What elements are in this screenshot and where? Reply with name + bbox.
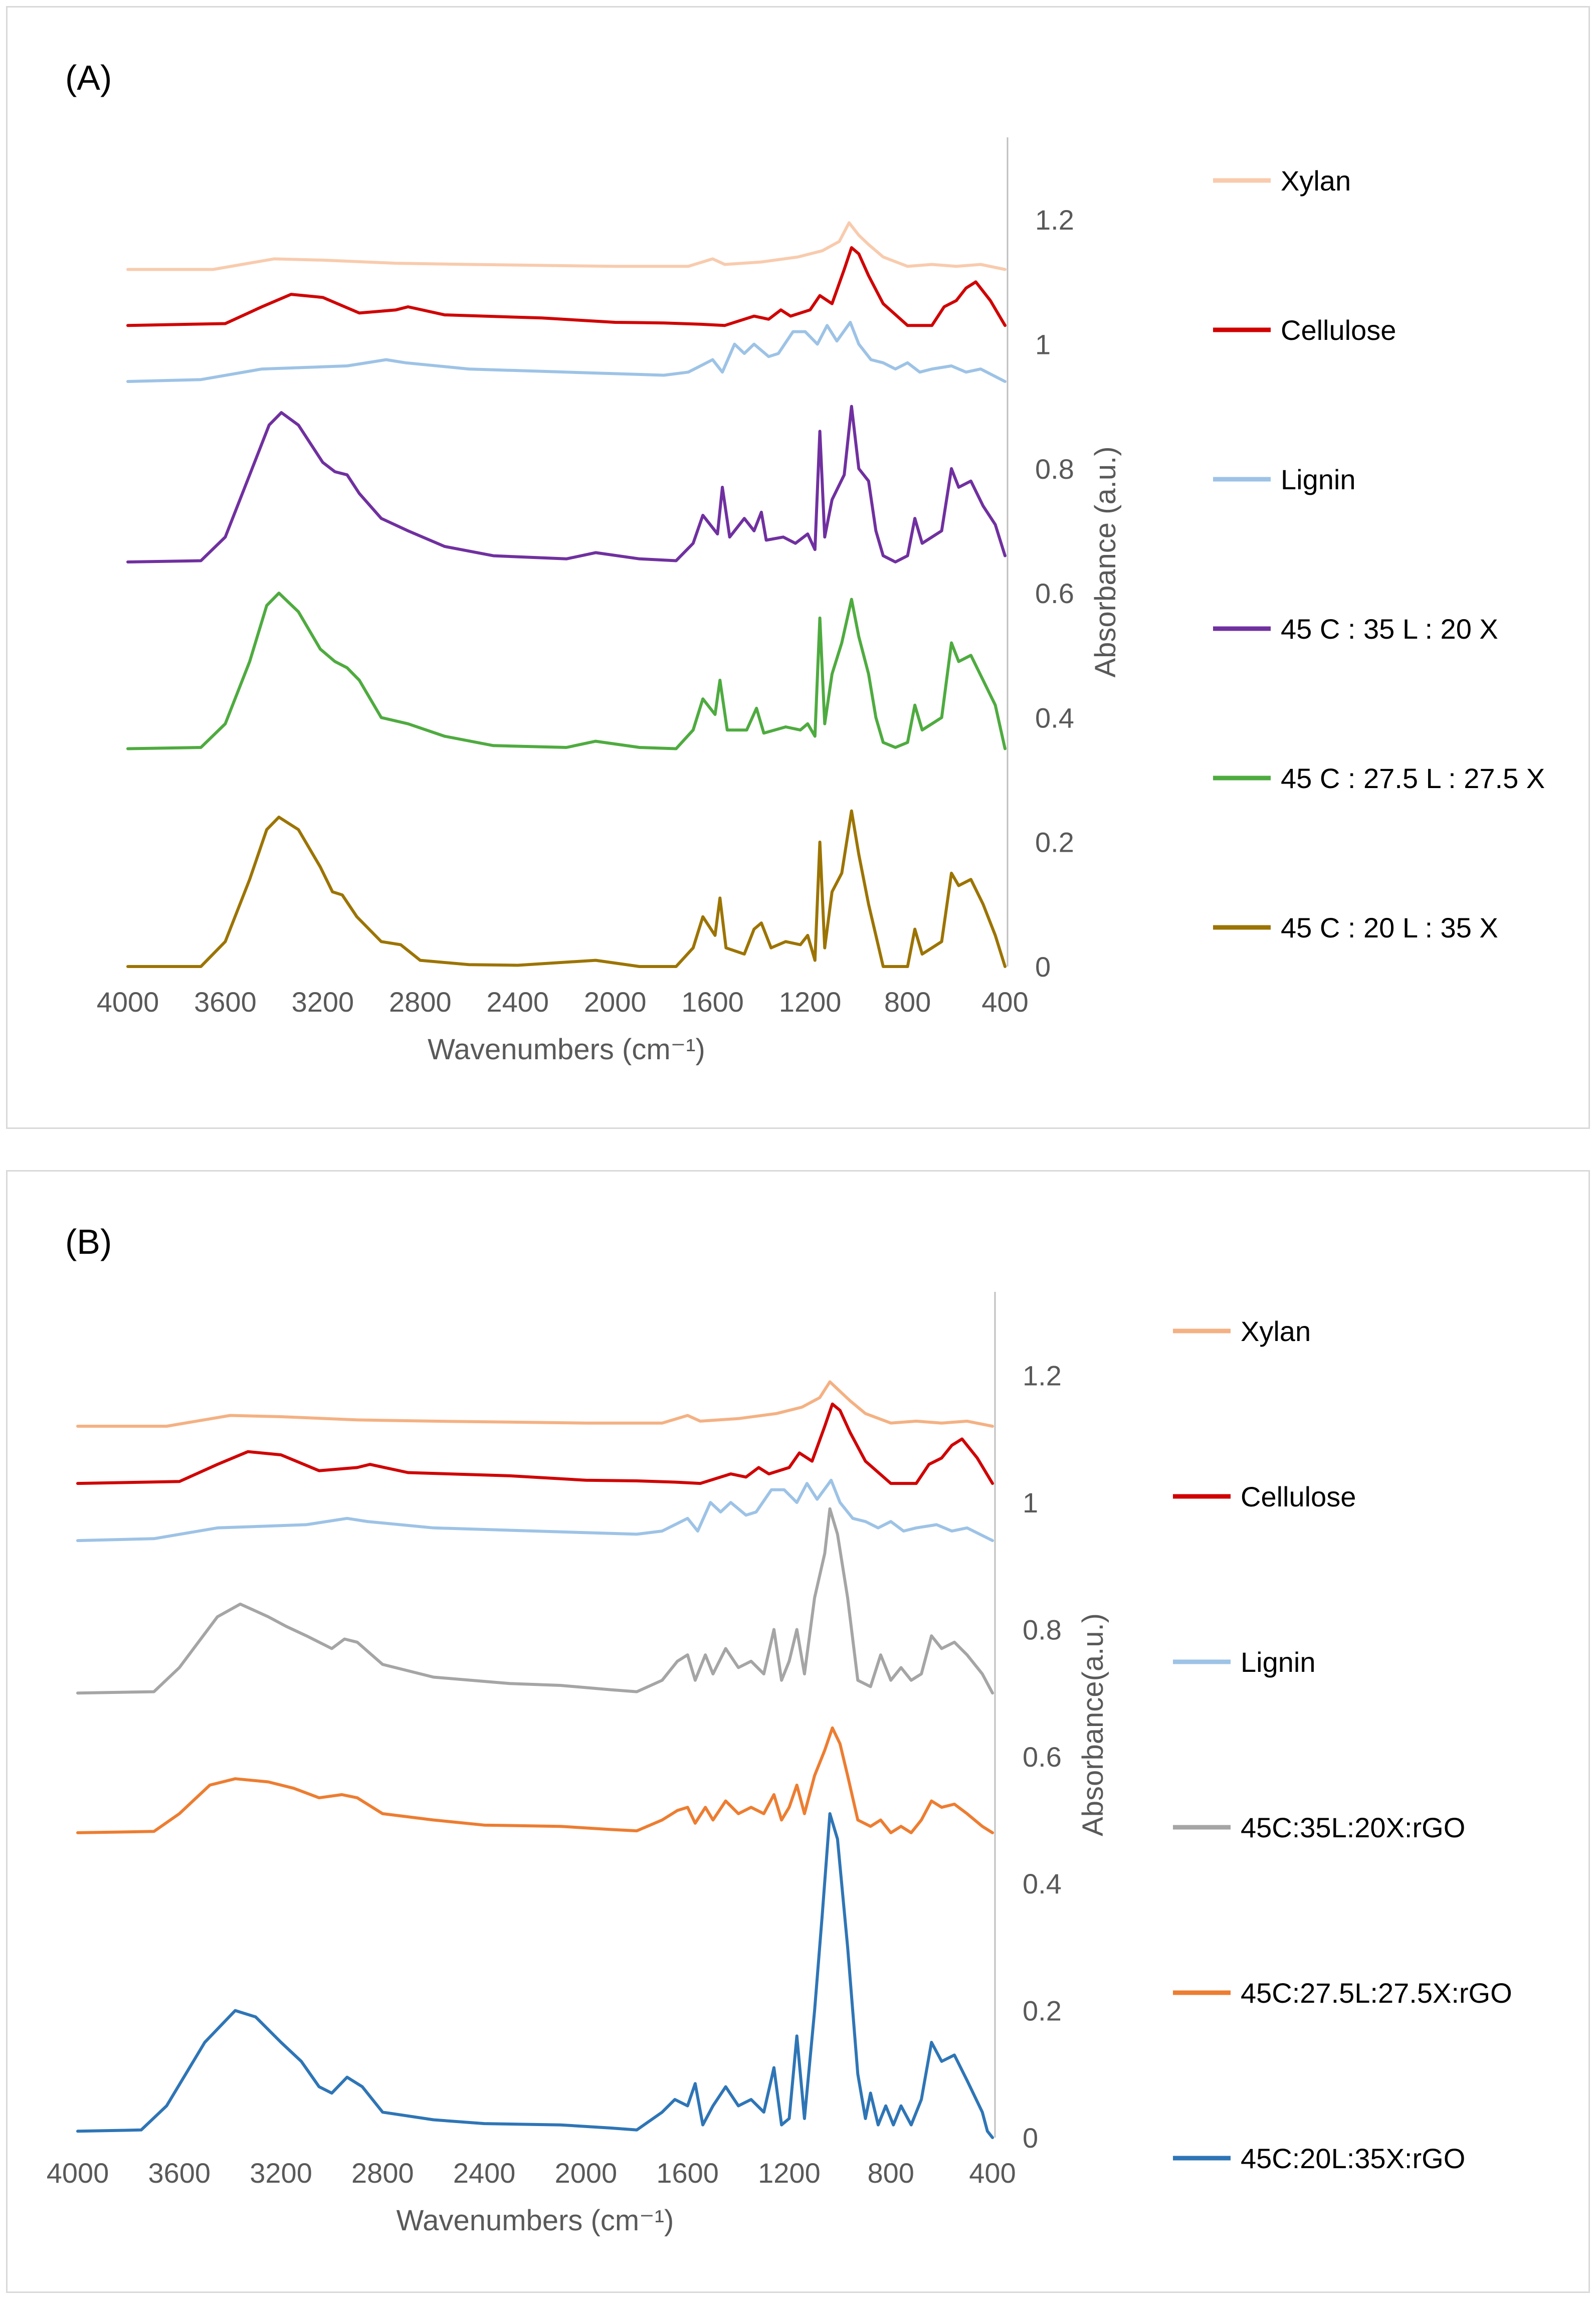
y-tick-label: 1.2 (1023, 1360, 1062, 1392)
x-tick-label: 4000 (97, 986, 159, 1018)
y-tick-label: 0.2 (1023, 1995, 1062, 2027)
legend-label: Cellulose (1241, 1481, 1356, 1512)
legend-label: 45C:35L:20X:rGO (1241, 1812, 1465, 1843)
series-line-2 (76, 1478, 994, 1543)
x-tick-label: 1600 (681, 986, 744, 1018)
y-tick-label: 0.8 (1035, 453, 1074, 485)
y-tick-label: 0.4 (1023, 1868, 1062, 1899)
x-tick-label: 400 (981, 986, 1028, 1018)
series-line-2 (126, 321, 1007, 383)
legend-label: Cellulose (1281, 314, 1396, 346)
series-line-1 (76, 1402, 994, 1485)
y-tick-label: 0 (1023, 2122, 1038, 2154)
series-line-3 (76, 1507, 994, 1695)
legend-label: Xylan (1281, 165, 1351, 197)
x-tick-label: 1200 (779, 986, 842, 1018)
x-tick-label: 3200 (292, 986, 354, 1018)
x-tick-label: 3200 (250, 2157, 312, 2189)
ftir-chart-b: 4000 3600 3200 2800 2400 2000 1600 1200 800 4000 0… (47, 1292, 1512, 2237)
series-line-1 (126, 246, 1007, 327)
x-tick-label: 2800 (389, 986, 452, 1018)
y-tick-label: 0.8 (1023, 1614, 1062, 1645)
x-tick-label: 1200 (758, 2157, 821, 2189)
ftir-chart-a: 4000 3600 3200 2800 2400 2000 1600 1200 800 4000 0… (97, 137, 1545, 1066)
series-line-4 (76, 1726, 994, 1834)
x-axis-title: Wavenumbers (cm⁻¹) (428, 1033, 705, 1066)
y-tick-label: 0.4 (1035, 702, 1074, 733)
y-tick-label: 1 (1023, 1487, 1038, 1518)
x-tick-label: 400 (969, 2157, 1016, 2189)
x-axis-title: Wavenumbers (cm⁻¹) (396, 2204, 674, 2237)
y-tick-label: 0.6 (1023, 1741, 1062, 1773)
series-line-0 (126, 221, 1007, 271)
panel-b: (B) 4000 3600 3200 2800 2400 2000 1600 1200 800 4… (6, 1170, 1590, 2293)
x-tick-label: 1600 (656, 2157, 719, 2189)
x-tick-label: 2000 (584, 986, 647, 1018)
x-tick-label: 2000 (555, 2157, 618, 2189)
y-tick-label: 1 (1035, 328, 1051, 360)
panel-label: (A) (65, 58, 112, 97)
y-axis-title: Absorbance (a.u.) (1089, 446, 1122, 677)
legend-label: 45 C : 27.5 L : 27.5 X (1281, 762, 1545, 794)
legend-label: Lignin (1281, 464, 1355, 495)
x-tick-label: 4000 (47, 2157, 109, 2189)
series-line-0 (76, 1380, 994, 1428)
x-tick-label: 2800 (351, 2157, 414, 2189)
x-tick-label: 3600 (194, 986, 257, 1018)
legend-label: 45C:20L:35X:rGO (1241, 2143, 1465, 2174)
series-line-4 (126, 592, 1007, 750)
y-tick-label: 0 (1035, 951, 1051, 983)
x-tick-label: 3600 (148, 2157, 211, 2189)
y-tick-label: 0.2 (1035, 827, 1074, 858)
legend-label: 45 C : 20 L : 35 X (1281, 912, 1498, 943)
x-tick-label: 2400 (486, 986, 549, 1018)
legend-label: 45 C : 35 L : 20 X (1281, 613, 1498, 645)
panel-a: (A) 4000 3600 3200 2800 2400 2000 1600 1200 800 4… (6, 6, 1590, 1129)
x-tick-label: 800 (884, 986, 931, 1018)
y-axis-title: Absorbance(a.u.) (1077, 1613, 1109, 1836)
x-tick-label: 800 (868, 2157, 914, 2189)
x-tick-label: 2400 (453, 2157, 516, 2189)
series-line-3 (126, 405, 1007, 563)
series-line-5 (76, 1812, 994, 2139)
y-tick-label: 1.2 (1035, 204, 1074, 236)
series-line-5 (126, 809, 1007, 968)
legend-label: Lignin (1241, 1646, 1315, 1678)
legend-label: 45C:27.5L:27.5X:rGO (1241, 1977, 1512, 2009)
panel-label: (B) (65, 1222, 112, 1261)
legend-label: Xylan (1241, 1315, 1311, 1347)
y-tick-label: 0.6 (1035, 578, 1074, 609)
